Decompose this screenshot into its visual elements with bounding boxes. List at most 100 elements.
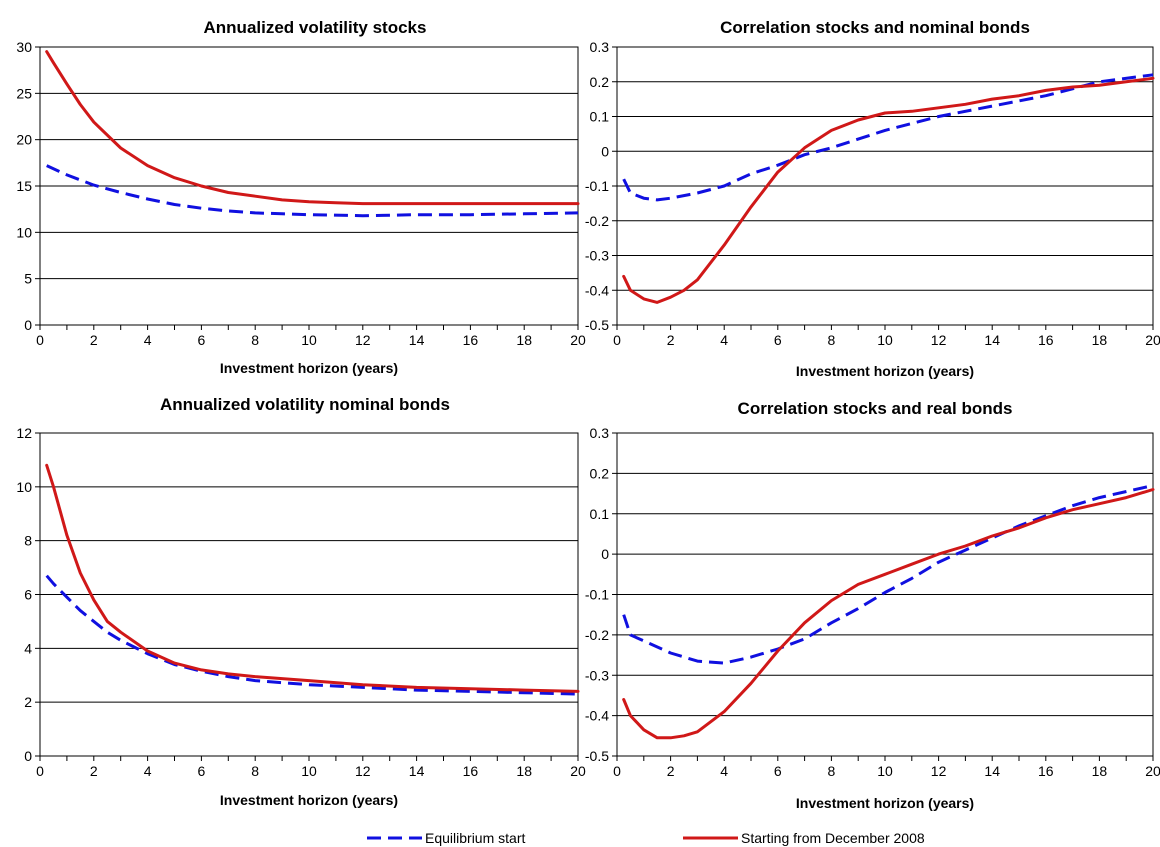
y-tick-label: 12 <box>16 425 32 441</box>
y-tick-label: 10 <box>16 479 32 495</box>
x-tick-label: 18 <box>516 332 532 348</box>
chart-panel-1: Annualized volatility stocks051015202530… <box>16 18 586 376</box>
x-tick-label: 0 <box>36 763 44 779</box>
y-tick-label: 0.1 <box>590 109 610 125</box>
series-line-dec2008 <box>45 50 580 206</box>
y-tick-label: 0.3 <box>590 39 610 55</box>
x-tick-label: 14 <box>409 763 425 779</box>
y-tick-label: 5 <box>24 271 32 287</box>
x-tick-label: 20 <box>1145 763 1160 779</box>
x-tick-label: 14 <box>409 332 425 348</box>
series-line-equilibrium <box>46 164 579 218</box>
x-tick-label: 10 <box>877 332 893 348</box>
series-line-dec2008 <box>622 488 1155 740</box>
x-tick-label: 4 <box>144 332 152 348</box>
y-tick-label: 15 <box>16 178 32 194</box>
y-tick-label: 4 <box>24 640 32 656</box>
y-tick-label: 2 <box>24 694 32 710</box>
x-tick-label: 0 <box>613 763 621 779</box>
x-tick-label: 20 <box>570 763 586 779</box>
y-tick-label: -0.4 <box>585 282 609 298</box>
y-tick-label: 0.3 <box>590 425 610 441</box>
x-tick-label: 6 <box>774 332 782 348</box>
chart-title: Annualized volatility stocks <box>204 18 427 37</box>
chart-panel-2: Correlation stocks and nominal bonds -0.5… <box>585 18 1160 379</box>
y-tick-label: -0.5 <box>585 317 609 333</box>
x-tick-label: 2 <box>667 763 675 779</box>
series-line-equilibrium <box>622 73 1154 202</box>
x-axis-label: Investment horizon (years) <box>220 360 398 376</box>
series-line-dec2008 <box>45 463 580 693</box>
x-axis-label: Investment horizon (years) <box>796 363 974 379</box>
x-tick-label: 16 <box>463 763 479 779</box>
x-tick-label: 2 <box>90 763 98 779</box>
x-tick-label: 14 <box>984 332 1000 348</box>
x-tick-label: 8 <box>828 332 836 348</box>
x-tick-label: 8 <box>828 763 836 779</box>
x-tick-label: 18 <box>516 763 532 779</box>
y-tick-label: 0 <box>601 143 609 159</box>
x-tick-label: 6 <box>198 763 206 779</box>
y-tick-label: 10 <box>16 224 32 240</box>
legend: Equilibrium start Starting from December… <box>367 830 925 846</box>
y-tick-label: -0.5 <box>585 748 609 764</box>
x-tick-label: 18 <box>1092 763 1108 779</box>
y-tick-label: -0.1 <box>585 587 609 603</box>
x-tick-label: 20 <box>570 332 586 348</box>
chart-title: Correlation stocks and nominal bonds <box>720 18 1030 37</box>
x-tick-label: 14 <box>984 763 1000 779</box>
x-tick-label: 4 <box>720 763 728 779</box>
x-tick-label: 16 <box>1038 332 1054 348</box>
series-line-dec2008 <box>622 76 1155 304</box>
x-tick-label: 10 <box>301 763 317 779</box>
y-tick-label: 30 <box>16 39 32 55</box>
y-tick-label: -0.2 <box>585 627 609 643</box>
x-tick-label: 2 <box>90 332 98 348</box>
y-tick-label: 8 <box>24 533 32 549</box>
x-tick-label: 12 <box>931 763 947 779</box>
y-tick-label: -0.3 <box>585 667 609 683</box>
x-tick-label: 20 <box>1145 332 1160 348</box>
x-tick-label: 6 <box>198 332 206 348</box>
x-tick-label: 16 <box>1038 763 1054 779</box>
legend-label-dec2008: Starting from December 2008 <box>741 830 925 846</box>
y-tick-label: -0.3 <box>585 248 609 264</box>
y-tick-label: 6 <box>24 587 32 603</box>
y-tick-label: -0.1 <box>585 178 609 194</box>
chart-title: Correlation stocks and real bonds <box>738 399 1013 418</box>
x-tick-label: 18 <box>1092 332 1108 348</box>
y-tick-label: 0 <box>24 317 32 333</box>
x-tick-label: 0 <box>613 332 621 348</box>
x-tick-label: 10 <box>877 763 893 779</box>
x-tick-label: 12 <box>355 332 371 348</box>
x-tick-label: 2 <box>667 332 675 348</box>
y-tick-label: -0.2 <box>585 213 609 229</box>
y-tick-label: 0.2 <box>590 465 610 481</box>
charts-group: Annualized volatility stocks051015202530… <box>16 18 1160 811</box>
legend-label-equilibrium: Equilibrium start <box>425 830 525 846</box>
y-tick-label: 20 <box>16 132 32 148</box>
x-tick-label: 4 <box>144 763 152 779</box>
x-tick-label: 0 <box>36 332 44 348</box>
x-tick-label: 8 <box>251 332 259 348</box>
x-tick-label: 6 <box>774 763 782 779</box>
x-axis-label: Investment horizon (years) <box>796 795 974 811</box>
x-tick-label: 16 <box>463 332 479 348</box>
y-tick-label: 0 <box>601 546 609 562</box>
y-tick-label: 0 <box>24 748 32 764</box>
x-axis-label: Investment horizon (years) <box>220 792 398 808</box>
x-tick-label: 10 <box>301 332 317 348</box>
chart-panel-3: Annualized volatility nominal bonds 0 2 4 6 8… <box>16 395 586 808</box>
chart-panel-4: Correlation stocks and real bonds -0.5 -0.… <box>585 399 1160 811</box>
chart-title: Annualized volatility nominal bonds <box>160 395 450 414</box>
x-tick-label: 4 <box>720 332 728 348</box>
x-tick-label: 8 <box>251 763 259 779</box>
series-line-equilibrium <box>622 484 1154 665</box>
x-tick-label: 12 <box>931 332 947 348</box>
x-tick-label: 12 <box>355 763 371 779</box>
y-tick-label: 0.2 <box>590 74 610 90</box>
y-tick-label: -0.4 <box>585 708 609 724</box>
y-tick-label: 0.1 <box>590 506 610 522</box>
y-tick-label: 25 <box>16 85 32 101</box>
